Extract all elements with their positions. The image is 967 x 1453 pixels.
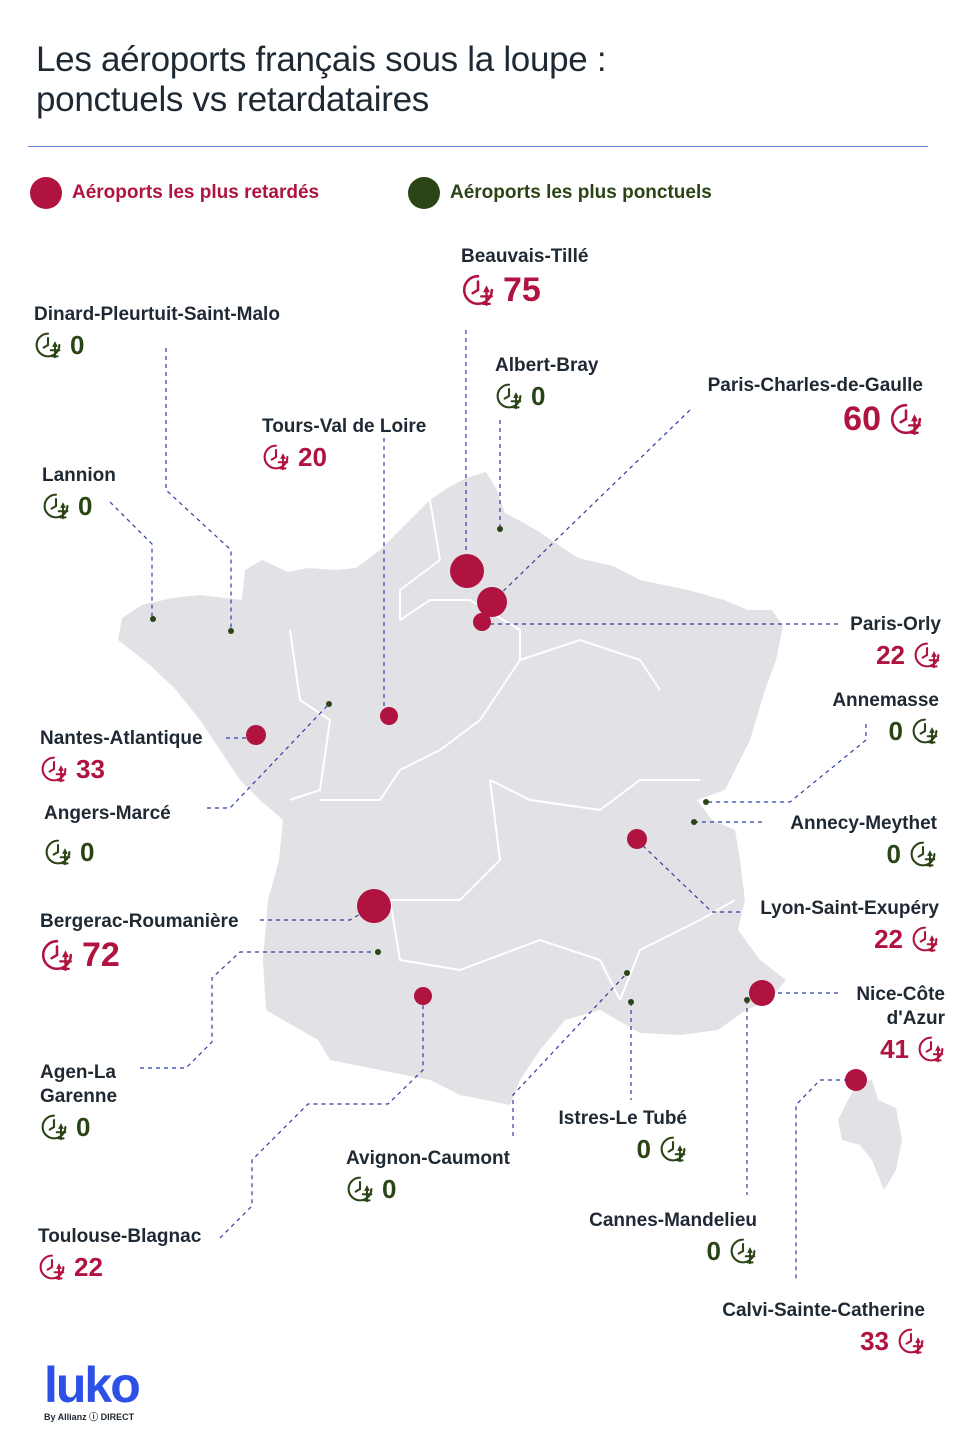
label-calvi: Calvi-Sainte-Catherine 33 bbox=[722, 1300, 925, 1356]
clock-plane-icon bbox=[914, 642, 940, 669]
corsica-shape bbox=[838, 1080, 902, 1190]
marker-nantes bbox=[246, 725, 266, 745]
clock-plane-icon bbox=[39, 1254, 65, 1281]
label-lannion: Lannion 0 bbox=[42, 465, 116, 521]
mainland-france-shape bbox=[118, 472, 786, 1105]
label-albert: Albert-Bray 0 bbox=[495, 355, 599, 411]
leader-dinard bbox=[165, 348, 232, 630]
label-lyon: Lyon-Saint-Exupéry 22 bbox=[760, 898, 939, 954]
marker-lannion bbox=[150, 616, 156, 622]
leader-lyon bbox=[636, 839, 744, 913]
luko-logo: luko By Allianz ⓘ DIRECT bbox=[44, 1357, 141, 1422]
clock-plane-icon bbox=[898, 1328, 924, 1355]
label-cannes: Cannes-Mandelieu 0 bbox=[589, 1210, 757, 1266]
clock-plane-icon bbox=[660, 1136, 686, 1163]
label-tours: Tours-Val de Loire 20 bbox=[262, 416, 427, 472]
label-orly: Paris-Orly 22 bbox=[850, 614, 941, 670]
marker-toulouse bbox=[414, 987, 432, 1005]
leader-lannion bbox=[109, 501, 153, 620]
label-istres: Istres-Le Tubé 0 bbox=[558, 1108, 687, 1164]
leader-avignon bbox=[512, 972, 628, 1136]
leader-cdg bbox=[491, 409, 691, 603]
label-toulouse: Toulouse-Blagnac 22 bbox=[38, 1226, 202, 1282]
legend-punctual-label: Aéroports les plus ponctuels bbox=[450, 182, 712, 203]
clock-plane-icon bbox=[890, 403, 922, 436]
label-nantes: Nantes-Atlantique 33 bbox=[40, 728, 203, 784]
label-dinard: Dinard-Pleurtuit-Saint-Malo 0 bbox=[34, 304, 280, 360]
marker-cdg bbox=[477, 587, 507, 617]
leader-agen bbox=[140, 951, 378, 1069]
marker-annecy bbox=[691, 819, 697, 825]
clock-plane-icon bbox=[41, 1114, 67, 1141]
clock-plane-icon bbox=[41, 756, 67, 783]
marker-calvi bbox=[845, 1069, 867, 1091]
marker-avignon bbox=[624, 970, 630, 976]
legend-delayed: Aéroports les plus retardés bbox=[30, 176, 319, 210]
label-avignon: Avignon-Caumont 0 bbox=[346, 1148, 510, 1204]
label-annecy: Annecy-Meythet 0 bbox=[790, 813, 937, 869]
marker-cannes bbox=[744, 997, 750, 1003]
marker-annemasse bbox=[703, 799, 709, 805]
clock-plane-icon bbox=[41, 939, 73, 972]
legend-delayed-dot bbox=[30, 177, 62, 209]
leader-annemasse bbox=[706, 724, 867, 803]
marker-agen bbox=[375, 949, 381, 955]
marker-albert bbox=[497, 526, 503, 532]
clock-plane-icon bbox=[910, 841, 936, 868]
marker-nice bbox=[749, 980, 775, 1006]
clock-plane-icon bbox=[912, 926, 938, 953]
clock-plane-icon bbox=[918, 1036, 944, 1063]
marker-tours bbox=[380, 707, 398, 725]
marker-lyon bbox=[627, 829, 647, 849]
clock-plane-icon bbox=[462, 274, 494, 307]
marker-angers bbox=[326, 701, 332, 707]
clock-plane-icon bbox=[43, 493, 69, 520]
leader-calvi bbox=[795, 1079, 856, 1280]
label-agen: Agen-La Garenne 0 bbox=[40, 1062, 118, 1142]
page-title: Les aéroports français sous la loupe : p… bbox=[36, 40, 607, 119]
legend-punctual: Aéroports les plus ponctuels bbox=[408, 176, 712, 210]
label-cdg: Paris-Charles-de-Gaulle 60 bbox=[707, 375, 923, 438]
marker-beauvais bbox=[450, 554, 484, 588]
clock-plane-icon bbox=[45, 839, 71, 866]
label-nice: Nice-Côte d'Azur 41 bbox=[856, 984, 945, 1064]
leader-lines bbox=[109, 330, 867, 1280]
clock-plane-icon bbox=[263, 444, 289, 471]
marker-dinard bbox=[228, 628, 234, 634]
marker-orly bbox=[473, 613, 491, 631]
clock-plane-icon bbox=[912, 718, 938, 745]
label-annemasse: Annemasse 0 bbox=[832, 690, 939, 746]
marker-istres bbox=[628, 999, 634, 1005]
clock-plane-icon bbox=[347, 1176, 373, 1203]
clock-plane-icon bbox=[730, 1238, 756, 1265]
label-angers: Angers-Marcé 0 bbox=[44, 803, 171, 867]
clock-plane-icon bbox=[496, 383, 522, 410]
leader-bergerac bbox=[260, 905, 375, 921]
clock-plane-icon bbox=[35, 332, 61, 359]
title-divider bbox=[28, 146, 928, 147]
label-bergerac: Bergerac-Roumanière 72 bbox=[40, 911, 239, 974]
legend-delayed-label: Aéroports les plus retardés bbox=[72, 182, 320, 203]
airport-markers bbox=[150, 526, 867, 1091]
legend-punctual-dot bbox=[408, 177, 440, 209]
marker-bergerac bbox=[357, 889, 391, 923]
leader-toulouse bbox=[219, 996, 424, 1239]
label-beauvais: Beauvais-Tillé 75 bbox=[461, 246, 589, 309]
